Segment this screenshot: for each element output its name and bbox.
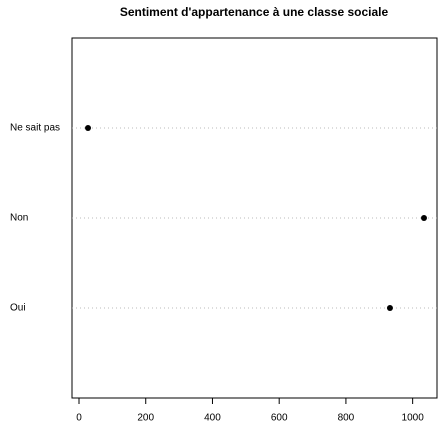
x-tick-label: 0 [76,413,82,424]
x-tick-label: 200 [137,413,154,424]
x-tick-label: 800 [338,413,355,424]
y-tick-label: Non [10,213,28,224]
x-tick-label: 400 [204,413,221,424]
y-tick-label: Oui [10,303,26,314]
plot-frame [71,37,438,399]
dot [386,305,393,311]
x-tick-label: 600 [271,413,288,424]
x-tick-label: 1000 [402,413,425,424]
y-tick-label: Ne sait pas [10,123,60,134]
dot [85,125,92,131]
chart-title: Sentiment d'appartenance à une classe so… [120,5,389,19]
dot [420,215,427,221]
